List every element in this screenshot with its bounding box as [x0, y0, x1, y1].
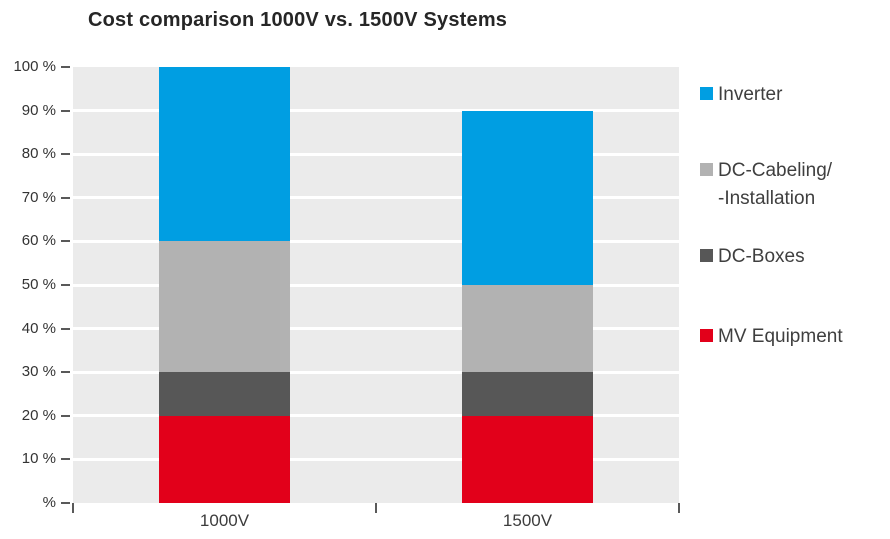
- legend-item-dc-boxes: DC-Boxes: [700, 243, 805, 271]
- y-axis-tick-mark: [61, 109, 70, 112]
- y-axis-tick-label: 100 %: [13, 58, 56, 75]
- gridline: [73, 370, 679, 374]
- gridline: [73, 414, 679, 418]
- y-axis-tick-mark: [61, 196, 70, 199]
- legend-label: DC-Cabeling/-Installation: [718, 160, 833, 209]
- y-axis-tick-mark: [61, 502, 70, 504]
- y-axis-tick-mark: [61, 284, 70, 286]
- bar-segment-dc-cabeling-installation: [159, 241, 290, 373]
- y-axis-tick-mark: [61, 458, 70, 461]
- legend-label: MV Equipment: [718, 326, 843, 347]
- y-axis-tick-label: 30 %: [21, 363, 56, 381]
- legend-item-inverter: Inverter: [700, 81, 782, 109]
- x-axis-category-label: 1000V: [199, 511, 250, 530]
- x-axis-tick-mark: [375, 503, 377, 513]
- legend: Inverter DC-Cabeling/-Installation DC-Boxe…: [700, 0, 888, 539]
- gridline: [73, 327, 679, 331]
- legend-swatch: [700, 163, 713, 176]
- y-axis-tick-mark: [61, 414, 70, 417]
- legend-item-dc-cabeling-installation: DC-Cabeling/-Installation: [700, 157, 832, 213]
- bar-segment-inverter: [462, 110, 593, 286]
- x-axis-category-label: 1500V: [502, 511, 553, 530]
- bar-segment-mv-equipment: [159, 415, 290, 503]
- bar-segment-dc-cabeling-installation: [462, 285, 593, 373]
- y-axis-tick-label: %: [42, 494, 56, 511]
- y-axis-tick-mark: [61, 327, 70, 330]
- y-axis-tick-label: 20 %: [21, 406, 56, 424]
- gridline: [73, 196, 679, 200]
- plot-area: [73, 67, 679, 503]
- legend-swatch: [700, 329, 713, 342]
- x-axis-tick-mark: [72, 503, 74, 513]
- bar-segment-inverter: [159, 67, 290, 242]
- chart-title: Cost comparison 1000V vs. 1500V Systems: [88, 9, 508, 31]
- y-axis-tick-mark: [61, 240, 70, 243]
- legend-label: DC-Boxes: [718, 246, 805, 267]
- y-axis-tick-label: 60 %: [21, 232, 56, 250]
- y-axis-tick-label: 80 %: [21, 145, 56, 163]
- bar-1000V: [159, 67, 290, 503]
- gridline: [73, 283, 679, 287]
- legend-label: Inverter: [718, 84, 783, 105]
- y-axis-tick-label: 10 %: [21, 450, 56, 468]
- y-axis-tick-label: 70 %: [21, 188, 56, 206]
- bar-segment-mv-equipment: [462, 415, 593, 503]
- y-axis-tick-mark: [61, 66, 70, 68]
- gridline: [73, 457, 679, 461]
- y-axis-tick-label: 50 %: [21, 276, 56, 293]
- legend-item-mv-equipment: MV Equipment: [700, 323, 843, 351]
- y-axis-tick-mark: [61, 371, 70, 374]
- bar-1500V: [462, 110, 593, 503]
- x-axis-tick-mark: [678, 503, 680, 513]
- y-axis-tick-mark: [61, 153, 70, 156]
- y-axis-tick-label: 90 %: [21, 101, 56, 119]
- gridline: [73, 152, 679, 156]
- bar-segment-dc-boxes: [462, 372, 593, 416]
- gridline: [73, 109, 679, 113]
- legend-swatch: [700, 249, 713, 262]
- bar-segment-dc-boxes: [159, 372, 290, 416]
- y-axis-tick-label: 40 %: [21, 319, 56, 337]
- gridline: [73, 239, 679, 243]
- legend-swatch: [700, 87, 713, 100]
